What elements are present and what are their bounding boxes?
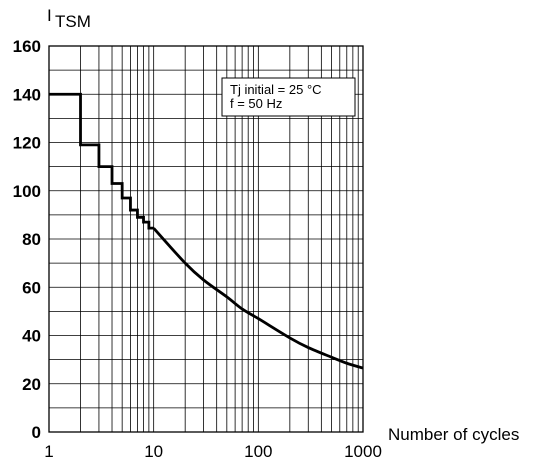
y-tick-label: 0 xyxy=(32,423,41,442)
x-tick-label: 100 xyxy=(244,442,272,461)
annotation-line-2: f = 50 Hz xyxy=(230,96,282,111)
y-tick-label: 140 xyxy=(13,85,41,104)
x-tick-label: 1000 xyxy=(344,442,382,461)
x-tick-label: 1 xyxy=(44,442,53,461)
grid-lines xyxy=(49,46,363,432)
y-axis-label-subscript: TSM xyxy=(55,12,91,31)
annotation-line-1: Tj initial = 25 °C xyxy=(230,82,322,97)
y-tick-label: 20 xyxy=(22,375,41,394)
y-tick-label: 120 xyxy=(13,134,41,153)
y-tick-labels: 0 20 40 60 80 100 120 140 160 xyxy=(13,37,41,442)
y-tick-label: 100 xyxy=(13,182,41,201)
series-curve-line xyxy=(152,227,364,370)
x-tick-labels: 1 10 100 1000 xyxy=(44,442,382,461)
x-axis-label: Number of cycles xyxy=(388,425,519,444)
y-tick-label: 160 xyxy=(13,37,41,56)
series-step-line xyxy=(49,92,154,230)
y-tick-label: 80 xyxy=(22,230,41,249)
plot-frame xyxy=(48,45,364,433)
annotation-box xyxy=(221,77,356,117)
x-tick-label: 10 xyxy=(144,442,163,461)
y-tick-label: 40 xyxy=(22,327,41,346)
y-tick-label: 60 xyxy=(22,278,41,297)
y-axis-label-prefix: I xyxy=(47,6,52,25)
